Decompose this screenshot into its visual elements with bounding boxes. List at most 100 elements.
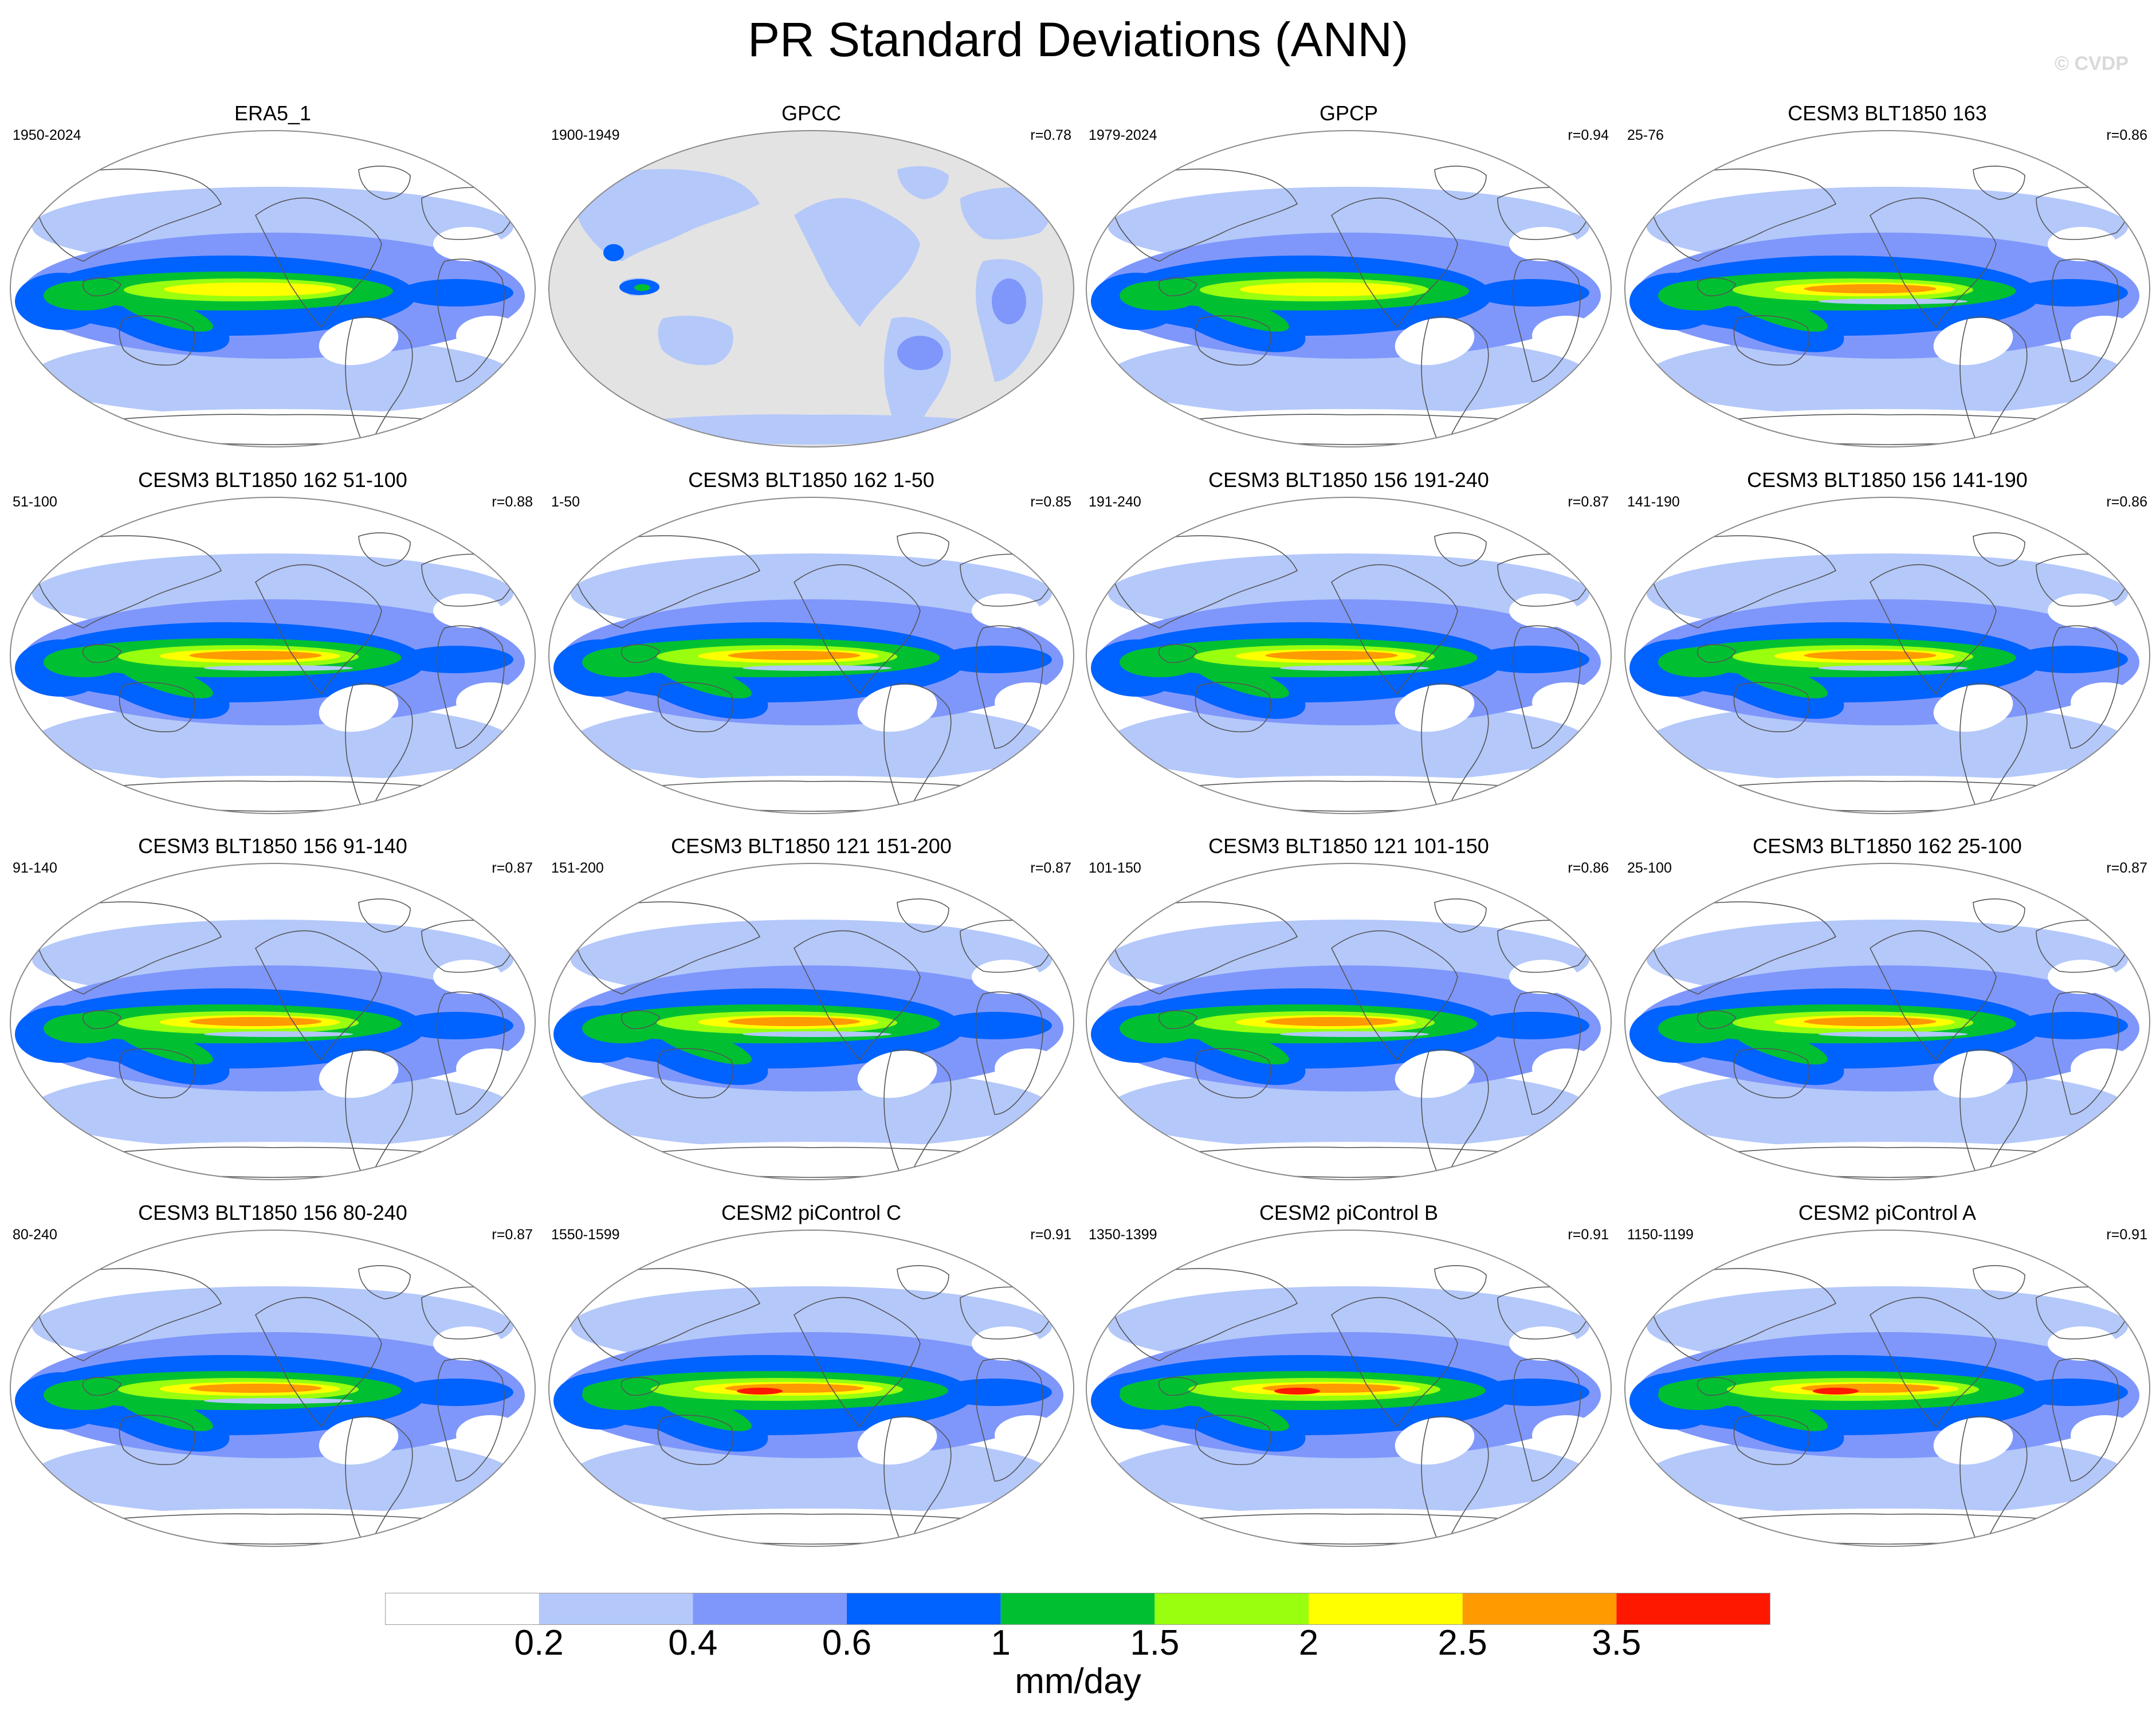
map-panel: CESM3 BLT1850 156 91-140 91-140 r=0.87	[5, 834, 541, 1195]
coast-maritime-continent	[82, 644, 121, 663]
field-sh-band	[1108, 336, 1589, 416]
coast-europe	[1497, 1286, 1591, 1340]
panel-years: 1979-2024	[1089, 127, 1157, 143]
dry-se-pacific	[1933, 317, 2013, 366]
coast-maritime-continent	[1696, 1377, 1736, 1396]
coast-africa	[437, 625, 505, 749]
dry-southern-ocean	[84, 776, 462, 801]
field-sh-band	[1647, 1069, 2128, 1149]
panel-correlation: r=0.87	[492, 860, 533, 876]
dry-se-atlantic	[995, 1415, 1063, 1455]
dry-cold-tongue	[1819, 1031, 1968, 1037]
coast-australia	[119, 1048, 195, 1099]
coast-eurasia	[1108, 1268, 1298, 1361]
field-spcz-green	[115, 1391, 213, 1431]
panel-title: CESM3 BLT1850 162 1-50	[688, 468, 934, 492]
field-sh-band	[1647, 1435, 2128, 1515]
coast-africa	[2051, 258, 2119, 382]
dry-arctic	[639, 510, 983, 545]
coast-north-america	[1330, 197, 1458, 328]
coast-greenland	[1973, 898, 2025, 933]
colorbar-tick-label: 0.4	[668, 1623, 718, 1663]
map-panel: CESM3 BLT1850 163 25-76 r=0.86	[1619, 101, 2155, 462]
map-frame	[548, 863, 1074, 1180]
coast-greenland	[897, 532, 949, 567]
map-robinson	[548, 130, 1074, 447]
colorbar-swatch	[693, 1593, 847, 1625]
map-robinson	[1086, 1230, 1612, 1547]
dry-sahara	[2048, 960, 2116, 994]
coast-europe	[421, 1286, 515, 1340]
panel-title: GPCP	[1319, 101, 1379, 125]
coast-maritime-continent	[82, 1377, 121, 1396]
panel-correlation: r=0.94	[1568, 127, 1609, 143]
field-warm-pool-green	[1120, 1014, 1200, 1043]
panel-years: 25-76	[1627, 127, 1664, 143]
coast-maritime-continent	[1696, 1010, 1736, 1030]
field-itcz-yellow	[164, 282, 336, 296]
coast-south-america	[345, 316, 413, 447]
dry-se-pacific	[319, 1417, 399, 1465]
land-signal-south-america	[897, 336, 943, 370]
dry-se-pacific	[1933, 684, 2013, 732]
coast-maritime-continent	[621, 644, 660, 663]
coast-greenland	[1973, 166, 2025, 200]
dry-se-atlantic	[456, 682, 525, 722]
map-panel: CESM2 piControl C 1550-1599 r=0.91	[543, 1200, 1079, 1561]
map-robinson	[1624, 130, 2150, 447]
coast-europe	[1497, 187, 1591, 240]
field-atlantic-itcz	[1475, 1379, 1589, 1406]
field-warm-pool-green	[1120, 281, 1200, 311]
field-warm-pool-green	[582, 1380, 662, 1410]
land-coast-australia	[658, 316, 733, 366]
panel-correlation: r=0.91	[1030, 1227, 1071, 1243]
field-atlantic-itcz	[399, 646, 513, 673]
map-panel: GPCP 1979-2024 r=0.94	[1081, 101, 1617, 462]
coast-australia	[1733, 1048, 1810, 1099]
coast-australia	[119, 1415, 195, 1466]
dry-southern-ocean	[84, 1509, 462, 1534]
dry-cold-tongue	[1819, 665, 1968, 671]
coast-africa	[2051, 991, 2119, 1115]
field-spcz-green	[1729, 292, 1828, 332]
dry-sahara	[972, 960, 1040, 994]
coast-australia	[657, 1048, 734, 1099]
panel-years: 1350-1399	[1089, 1227, 1157, 1243]
dry-sahara	[972, 594, 1040, 628]
dry-sahara	[433, 960, 502, 994]
map-frame	[548, 497, 1074, 814]
panel-years: 1900-1949	[551, 127, 620, 143]
coast-maritime-continent	[82, 277, 121, 297]
coast-greenland	[1434, 532, 1487, 567]
coast-africa	[437, 991, 505, 1115]
dry-sahara	[2048, 227, 2116, 261]
map-frame	[1624, 130, 2150, 447]
dry-southern-ocean	[1698, 409, 2076, 434]
map-frame	[1624, 863, 2150, 1180]
coast-eurasia	[1108, 168, 1298, 262]
dry-se-atlantic	[1532, 1415, 1601, 1455]
coast-australia	[1733, 315, 1810, 366]
coast-north-america	[1330, 1297, 1458, 1428]
coast-europe	[1497, 553, 1591, 607]
dry-cold-tongue	[204, 665, 353, 671]
field-atlantic-itcz	[1475, 646, 1589, 673]
coast-australia	[1195, 315, 1271, 366]
map-panel: CESM2 piControl B 1350-1399 r=0.91	[1081, 1200, 1617, 1561]
colorbar-tick-label: 0.6	[822, 1623, 872, 1663]
panel-years: 51-100	[13, 494, 57, 510]
coast-australia	[1195, 1048, 1271, 1099]
map-frame	[1624, 497, 2150, 814]
field-atlantic-itcz	[937, 1012, 1052, 1039]
field-sh-band	[1108, 1069, 1589, 1149]
dry-se-atlantic	[2071, 1415, 2139, 1455]
field-sh-band	[1647, 336, 2128, 416]
coast-maritime-continent	[1158, 1010, 1197, 1030]
coast-south-america	[1959, 1049, 2028, 1180]
coast-greenland	[897, 898, 949, 933]
coast-greenland	[897, 1265, 949, 1299]
field-itcz-orange	[1265, 651, 1398, 660]
colorbar-tick-label: 1.5	[1130, 1623, 1180, 1663]
dry-se-pacific	[1395, 317, 1475, 366]
coast-eurasia	[1108, 901, 1298, 995]
